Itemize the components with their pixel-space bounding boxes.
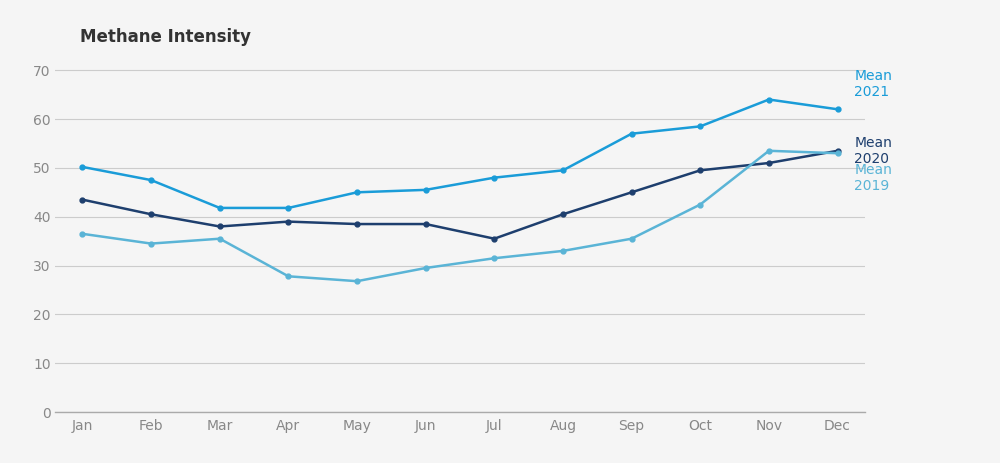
Text: Mean
2019: Mean 2019	[854, 163, 892, 194]
Text: Mean
2020: Mean 2020	[854, 136, 892, 166]
Text: Mean
2021: Mean 2021	[854, 69, 892, 100]
Text: Methane Intensity: Methane Intensity	[80, 28, 251, 46]
